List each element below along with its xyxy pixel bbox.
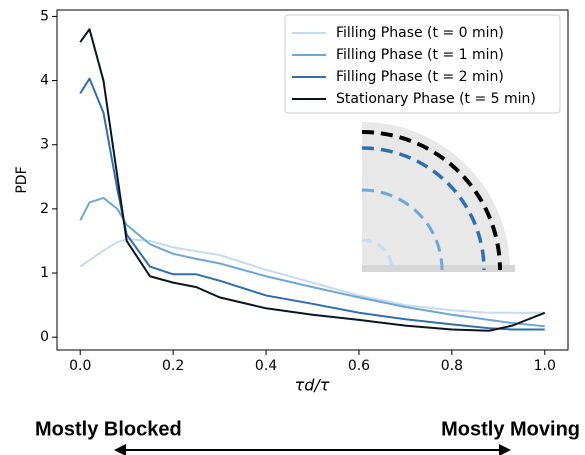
line-series: [79, 196, 545, 328]
x-axis-label: τd/τ: [295, 376, 330, 395]
inset-diagram: [361, 122, 515, 272]
legend-label: Filling Phase (t = 1 min): [336, 47, 504, 63]
legend-label: Filling Phase (t = 2 min): [336, 69, 504, 85]
plot-frame: [56, 9, 569, 351]
x-tick-label: 0.8: [441, 358, 463, 374]
x-tick-label: 0.4: [255, 358, 277, 374]
x-tick-label: 0.6: [348, 358, 370, 374]
annotation: Mostly Moving: [441, 418, 580, 440]
x-tick-label: 0.2: [162, 358, 184, 374]
annotation: Mostly Blocked: [35, 418, 182, 440]
legend: [284, 14, 561, 114]
y-tick-label: 3: [40, 137, 49, 153]
y-tick-label: 1: [40, 265, 49, 281]
y-tick-label: 2: [40, 201, 49, 217]
line-series: [79, 238, 545, 314]
y-tick-label: 5: [40, 8, 49, 24]
y-tick-label: 0: [40, 329, 49, 345]
y-axis-label: PDF: [14, 166, 30, 193]
line-series: [79, 77, 545, 331]
legend-label: Stationary Phase (t = 5 min): [336, 91, 536, 107]
y-tick-label: 4: [40, 73, 49, 89]
line-series: [79, 28, 546, 332]
double-arrow: [114, 444, 511, 455]
x-tick-label: 1.0: [534, 358, 556, 374]
x-tick-label: 0.0: [69, 358, 91, 374]
legend-label: Filling Phase (t = 0 min): [336, 25, 504, 41]
